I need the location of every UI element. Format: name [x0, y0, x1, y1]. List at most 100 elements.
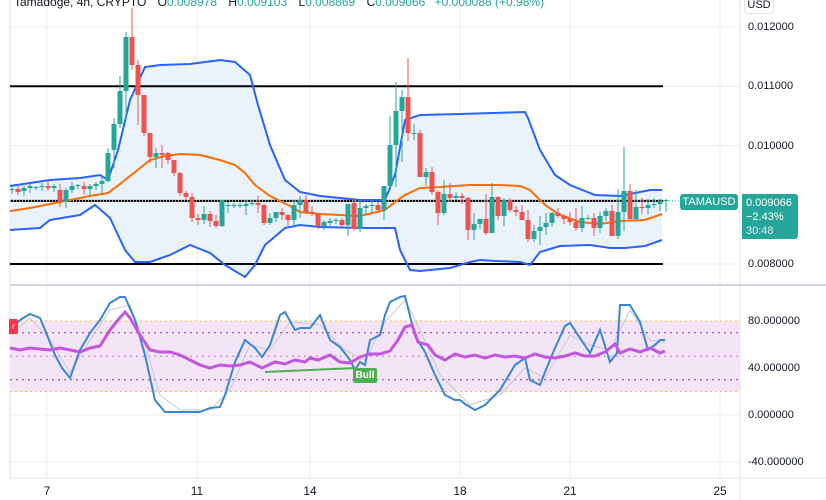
oscillator-axis-label: 40.000000: [748, 362, 800, 374]
time-axis-label: 14: [303, 484, 317, 498]
bull-divergence-line: [264, 367, 356, 373]
time-axis-label: 25: [713, 484, 727, 498]
candle-body: [87, 186, 93, 189]
candle-body: [213, 221, 219, 226]
candle-body: [51, 186, 57, 188]
currency-button[interactable]: USD: [744, 0, 774, 14]
oscillator-axis-label: 0.000000: [748, 409, 794, 421]
candle-body: [9, 189, 15, 190]
candle-body: [375, 205, 381, 210]
candle-body: [501, 200, 507, 216]
candle-body: [159, 153, 165, 155]
time-axis-label: 18: [453, 484, 467, 498]
candle-body: [279, 212, 285, 215]
time-axis-label: 7: [43, 484, 51, 498]
candle-body: [123, 37, 129, 91]
candle-body: [309, 212, 315, 213]
candle-body: [111, 124, 117, 150]
candle-body: [441, 194, 447, 213]
candle-body: [291, 205, 297, 220]
bar-countdown: 30:48: [746, 225, 774, 237]
candle-body: [297, 200, 303, 205]
indicator-marker: r: [9, 319, 18, 334]
price-change-pct: −2.43%: [746, 211, 784, 223]
oscillator-axis-label: -40.000000: [748, 456, 804, 468]
candle-body: [201, 214, 207, 220]
candle-body: [363, 206, 369, 208]
candle-body: [267, 218, 273, 223]
candle-body: [447, 194, 453, 198]
candle-body: [225, 205, 231, 206]
stoch-d-line: [9, 299, 666, 411]
time-axis-label: 21: [563, 484, 577, 498]
candle-body: [189, 197, 195, 218]
last-price: 0.009066: [746, 197, 792, 209]
candle-body: [81, 186, 87, 189]
candle-body: [57, 190, 63, 202]
candle-body: [45, 186, 51, 188]
candle-body: [477, 219, 483, 224]
candle-body: [75, 185, 81, 186]
candle-body: [489, 197, 495, 233]
candle-body: [177, 173, 183, 193]
candle-body: [357, 208, 363, 229]
candle-body: [243, 204, 249, 206]
bb-lower-line: [9, 203, 663, 279]
price-axis-label: 0.008000: [748, 258, 794, 270]
candle-body: [393, 111, 399, 145]
candle-body: [273, 212, 279, 218]
candle-body: [555, 213, 561, 216]
candle-body: [147, 133, 153, 157]
candle-body: [417, 133, 423, 177]
oscillator-axis-label: 80.000000: [748, 315, 800, 327]
candle-body: [165, 153, 171, 160]
candle-body: [567, 219, 573, 222]
candle-body: [507, 200, 513, 210]
candle-body: [141, 95, 147, 133]
candle-body: [465, 198, 471, 230]
candle-body: [519, 212, 525, 220]
candle-body: [495, 197, 501, 216]
candle-body: [285, 215, 291, 220]
time-axis-label: 11: [190, 484, 204, 498]
candle-body: [321, 222, 327, 226]
candle-body: [387, 145, 393, 186]
candle-body: [39, 186, 45, 187]
candle-body: [399, 97, 405, 111]
candle-body: [21, 188, 27, 191]
candle-body: [657, 201, 663, 204]
candle-body: [603, 211, 609, 216]
candle-body: [99, 181, 105, 184]
open-value: 0.008978: [166, 0, 218, 9]
candle-body: [15, 189, 21, 192]
candle-body: [471, 224, 477, 230]
candle-body: [255, 203, 261, 205]
candle-body: [405, 97, 411, 133]
candle-body: [651, 204, 657, 205]
high-value: 0.009103: [237, 0, 288, 9]
candle-body: [69, 186, 75, 190]
candle-body: [411, 133, 417, 134]
candle-body: [249, 203, 255, 204]
candle-body: [543, 223, 549, 227]
price-axis-label: 0.010000: [748, 139, 794, 152]
candle-body: [315, 213, 321, 226]
candle-body: [483, 219, 489, 233]
candle-body: [345, 204, 351, 225]
price-axis-label: 0.012000: [748, 21, 794, 33]
candle-body: [195, 218, 201, 220]
candle-body: [129, 37, 135, 65]
candle-body: [237, 205, 243, 206]
candle-body: [429, 172, 435, 192]
candle-body: [231, 205, 237, 206]
bb-upper-line: [9, 58, 662, 201]
candle-body: [27, 186, 33, 188]
candle-body: [339, 220, 345, 225]
symbol-price-label: TAMAUSD: [680, 194, 738, 210]
candle-body: [333, 220, 339, 221]
candle-body: [453, 196, 459, 198]
candle-body: [531, 231, 537, 239]
candle-body: [219, 200, 225, 226]
